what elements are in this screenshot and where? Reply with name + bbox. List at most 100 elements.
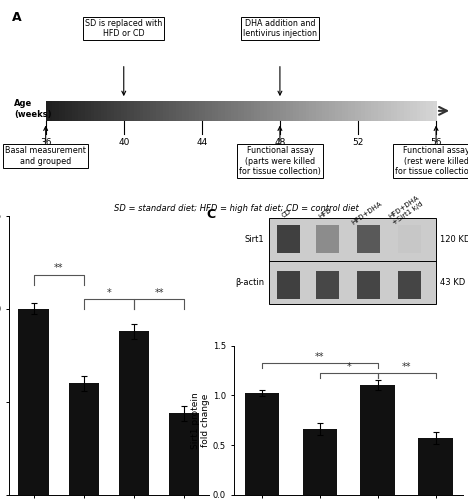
- Bar: [130, 101, 134, 120]
- Text: SD = standard diet; HFD = high fat diet; CD = control diet: SD = standard diet; HFD = high fat diet;…: [114, 204, 358, 213]
- Bar: [420, 101, 424, 120]
- Text: **: **: [315, 352, 325, 362]
- Bar: [127, 101, 131, 120]
- Bar: [260, 101, 264, 120]
- Bar: [248, 101, 251, 120]
- Text: 120 KD: 120 KD: [440, 234, 468, 244]
- Text: A: A: [12, 11, 21, 24]
- Bar: [251, 101, 255, 120]
- Bar: [245, 394, 279, 495]
- Bar: [358, 271, 380, 299]
- Bar: [215, 101, 219, 120]
- Bar: [81, 101, 86, 120]
- Bar: [338, 101, 343, 120]
- Bar: [119, 331, 149, 495]
- Bar: [407, 101, 411, 120]
- Bar: [316, 225, 338, 253]
- Bar: [75, 101, 79, 120]
- Bar: [160, 101, 164, 120]
- Bar: [150, 101, 154, 120]
- Bar: [329, 101, 333, 120]
- Text: *: *: [346, 362, 351, 372]
- Bar: [241, 101, 245, 120]
- Bar: [293, 101, 297, 120]
- Bar: [98, 101, 102, 120]
- Bar: [58, 101, 63, 120]
- Text: Age
(weeks): Age (weeks): [14, 99, 51, 118]
- Bar: [49, 101, 53, 120]
- Text: Basal measurement
and grouped: Basal measurement and grouped: [5, 146, 86, 166]
- Bar: [18, 309, 49, 495]
- Bar: [423, 101, 427, 120]
- Bar: [169, 101, 174, 120]
- Bar: [403, 101, 408, 120]
- Bar: [313, 101, 317, 120]
- Text: Sirt1: Sirt1: [244, 234, 264, 244]
- Text: *: *: [107, 288, 111, 298]
- Bar: [124, 101, 128, 120]
- Bar: [358, 225, 380, 253]
- Bar: [277, 271, 300, 299]
- Text: Functional assay
(parts were killed
for tissue collection): Functional assay (parts were killed for …: [239, 146, 321, 176]
- Text: 52: 52: [352, 138, 364, 147]
- Bar: [345, 101, 349, 120]
- Text: 43 KD: 43 KD: [440, 278, 466, 287]
- Bar: [381, 101, 385, 120]
- Bar: [394, 101, 398, 120]
- Bar: [104, 101, 109, 120]
- Bar: [374, 101, 379, 120]
- Bar: [169, 413, 199, 495]
- Bar: [225, 101, 229, 120]
- Bar: [302, 429, 337, 495]
- Bar: [189, 101, 193, 120]
- Bar: [277, 225, 300, 253]
- Text: 44: 44: [196, 138, 207, 147]
- Bar: [85, 101, 89, 120]
- Bar: [286, 101, 291, 120]
- Bar: [351, 101, 356, 120]
- Bar: [361, 101, 366, 120]
- Bar: [365, 101, 369, 120]
- Bar: [212, 101, 216, 120]
- Bar: [62, 101, 66, 120]
- Bar: [68, 101, 73, 120]
- Text: 36: 36: [40, 138, 51, 147]
- Bar: [163, 101, 167, 120]
- Bar: [397, 101, 401, 120]
- Bar: [332, 101, 336, 120]
- Bar: [179, 101, 183, 120]
- Bar: [430, 101, 434, 120]
- Bar: [146, 101, 151, 120]
- Bar: [156, 101, 161, 120]
- Bar: [270, 101, 274, 120]
- Bar: [234, 101, 239, 120]
- Bar: [198, 101, 203, 120]
- Bar: [72, 101, 76, 120]
- Bar: [398, 271, 421, 299]
- Bar: [117, 101, 121, 120]
- Bar: [173, 101, 177, 120]
- Bar: [303, 101, 307, 120]
- Bar: [91, 101, 95, 120]
- Bar: [65, 101, 69, 120]
- Bar: [88, 101, 92, 120]
- Text: 48: 48: [274, 138, 285, 147]
- Bar: [273, 101, 278, 120]
- Bar: [388, 101, 391, 120]
- Bar: [140, 101, 144, 120]
- Bar: [269, 218, 436, 304]
- Bar: [183, 101, 186, 120]
- Bar: [95, 101, 99, 120]
- Bar: [358, 101, 362, 120]
- Bar: [426, 101, 431, 120]
- Bar: [390, 101, 395, 120]
- Bar: [348, 101, 352, 120]
- Bar: [205, 101, 209, 120]
- Bar: [108, 101, 112, 120]
- Bar: [244, 101, 249, 120]
- Bar: [254, 101, 258, 120]
- Bar: [433, 101, 437, 120]
- Text: SD is replaced with
HFD or CD: SD is replaced with HFD or CD: [85, 18, 162, 38]
- Bar: [342, 101, 346, 120]
- Bar: [133, 101, 138, 120]
